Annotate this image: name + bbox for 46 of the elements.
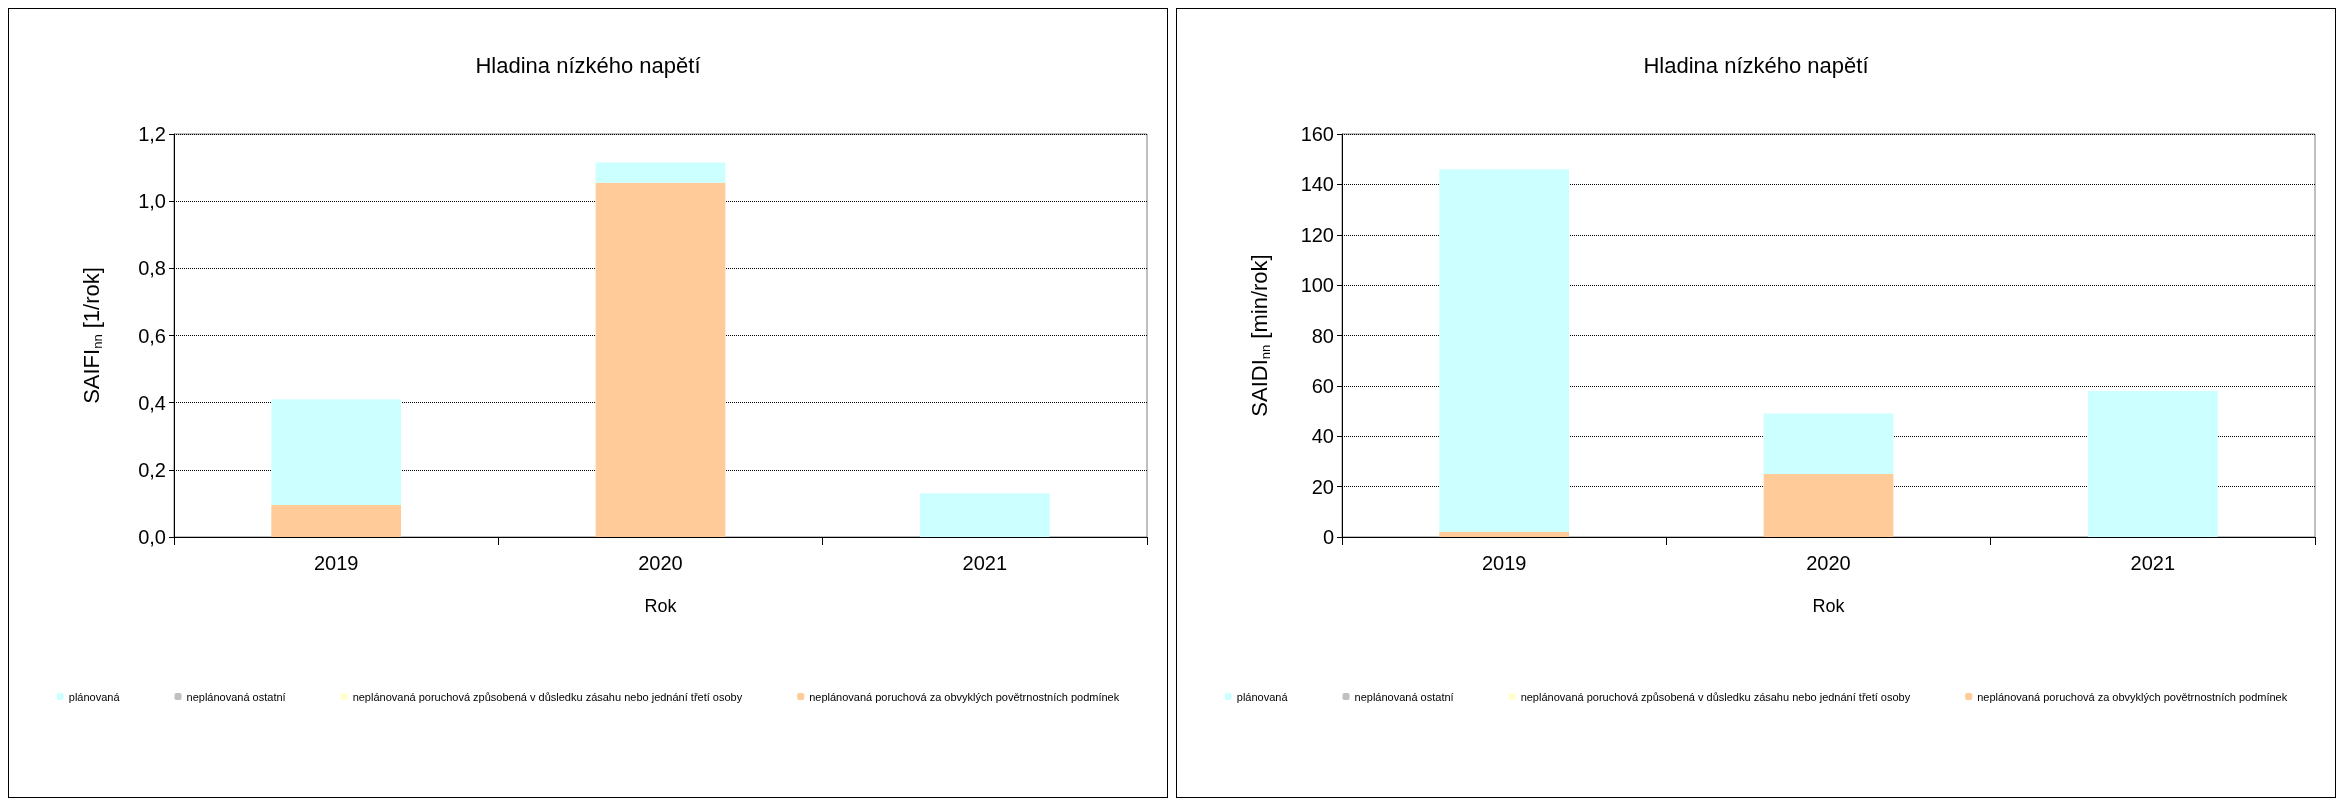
bar bbox=[2087, 390, 2218, 537]
y-axis-title: SAIDInn [min/rok] bbox=[1247, 254, 1273, 417]
y-tick-label: 1,0 bbox=[138, 190, 166, 213]
bar bbox=[595, 162, 726, 183]
legend-label: neplánovaná ostatní bbox=[1354, 690, 1454, 703]
y-tick-label: 140 bbox=[1300, 173, 1334, 196]
legend-label: neplánovaná poruchová za obvyklých povětrnostních podmínek bbox=[1977, 690, 2288, 703]
legend-label: plánovaná bbox=[68, 690, 121, 703]
chart-title: Hladina nízkého napětí bbox=[475, 52, 701, 78]
chart-title: Hladina nízkého napětí bbox=[1643, 52, 1869, 78]
y-tick-label: 100 bbox=[1300, 274, 1334, 297]
y-tick-label: 120 bbox=[1300, 223, 1334, 246]
bar bbox=[595, 182, 726, 537]
bar bbox=[1439, 531, 1570, 537]
x-axis-title: Rok bbox=[644, 596, 678, 616]
y-axis-title: SAIFInn [1/rok] bbox=[79, 267, 105, 404]
legend-label: plánovaná bbox=[1236, 690, 1289, 703]
bar bbox=[919, 493, 1050, 537]
bar bbox=[271, 399, 402, 506]
bar bbox=[1439, 169, 1570, 532]
y-tick-label: 0,2 bbox=[138, 458, 166, 481]
legend-label: neplánovaná poruchová způsobená v důsledku zásahu nebo jednání třetí osoby bbox=[1520, 690, 1911, 703]
y-tick-label: 160 bbox=[1300, 123, 1334, 145]
y-tick-label: 1,2 bbox=[138, 123, 166, 145]
y-tick-label: 40 bbox=[1311, 425, 1334, 448]
x-tick-label: 2020 bbox=[1806, 552, 1851, 574]
bar bbox=[271, 505, 402, 537]
legend-label: neplánovaná poruchová za obvyklých povětrnostních podmínek bbox=[809, 690, 1120, 703]
y-tick-label: 0,8 bbox=[138, 257, 166, 280]
x-tick-label: 2021 bbox=[2130, 552, 2176, 574]
x-tick-label: 2021 bbox=[962, 552, 1008, 574]
y-tick-label: 60 bbox=[1311, 374, 1334, 397]
legend-label: neplánovaná ostatní bbox=[186, 690, 286, 703]
y-tick-label: 20 bbox=[1311, 475, 1334, 498]
y-tick-label: 80 bbox=[1311, 324, 1334, 347]
y-tick-label: 0,4 bbox=[138, 391, 166, 414]
x-tick-label: 2019 bbox=[1481, 552, 1527, 574]
y-tick-label: 0,6 bbox=[138, 324, 166, 347]
y-tick-label: 0,0 bbox=[138, 526, 166, 548]
legend-label: neplánovaná poruchová způsobená v důsledku zásahu nebo jednání třetí osoby bbox=[352, 690, 743, 703]
x-axis-title: Rok bbox=[1812, 596, 1846, 616]
x-tick-label: 2019 bbox=[313, 552, 359, 574]
x-tick-label: 2020 bbox=[638, 552, 683, 574]
bar bbox=[1763, 413, 1894, 475]
bar bbox=[1763, 474, 1894, 537]
y-tick-label: 0 bbox=[1322, 526, 1334, 548]
